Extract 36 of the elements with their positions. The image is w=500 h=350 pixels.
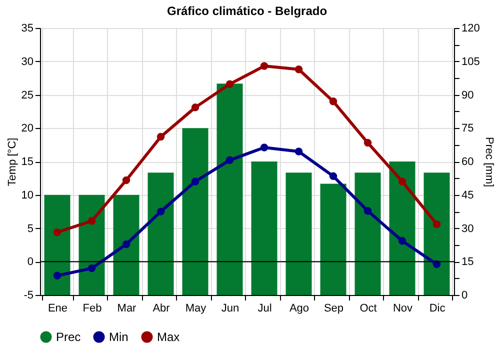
x-tick-label: Ago	[289, 302, 310, 314]
y-tick-label: 35	[21, 22, 34, 34]
y2-tick-label: 0	[462, 290, 468, 302]
x-tick-label: Abr	[152, 302, 170, 314]
y2-tick-label: 60	[462, 156, 474, 168]
x-tick-label: Dic	[429, 302, 446, 314]
x-tick-label: Sep	[324, 302, 344, 314]
y2-axis-title: Prec [mm]	[482, 136, 495, 188]
y2-tick-label: 90	[462, 89, 474, 102]
y-tick-label: 5	[27, 222, 34, 235]
y2-tick-label: 15	[462, 256, 474, 268]
y-tick-label: 10	[21, 189, 34, 202]
y2-tick-label: 75	[462, 122, 474, 135]
x-tick-label: Nov	[392, 302, 414, 314]
y-tick-label: 25	[21, 89, 34, 102]
y2-tick-label: 105	[462, 56, 480, 68]
y-tick-label: 20	[21, 122, 34, 135]
y-tick-label: 15	[21, 156, 34, 168]
y-tick-label: 30	[21, 56, 34, 68]
y-axis-title: Temp [°C]	[6, 138, 18, 186]
y2-tick-label: 45	[462, 189, 474, 202]
legend-label: Prec	[56, 330, 81, 344]
legend-label: Max	[157, 330, 180, 344]
x-tick-label: May	[185, 302, 207, 314]
x-tick-label: Ene	[48, 302, 68, 314]
y-tick-label: 0	[27, 256, 34, 268]
x-tick-label: Mar	[117, 302, 137, 314]
x-tick-label: Jul	[258, 302, 272, 314]
y2-tick-label: 120	[462, 22, 480, 34]
y-tick-label: -5	[24, 290, 34, 302]
chart-title: Gráfico climático - Belgrado	[166, 4, 328, 18]
x-tick-label: Feb	[82, 302, 102, 314]
x-tick-label: Oct	[360, 302, 377, 314]
y2-tick-label: 30	[462, 222, 474, 235]
x-tick-label: Jun	[221, 302, 240, 314]
legend-label: Min	[109, 330, 128, 344]
